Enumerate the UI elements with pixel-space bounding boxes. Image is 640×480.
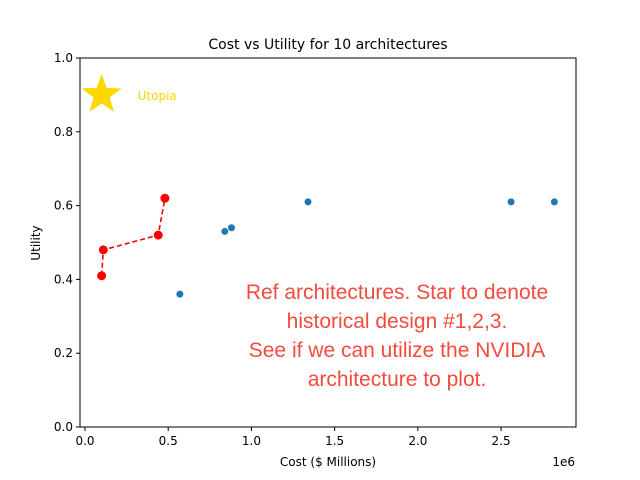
data-point xyxy=(98,245,108,255)
y-tick-label: 0.2 xyxy=(54,346,73,360)
y-axis-label: Utility xyxy=(29,225,43,260)
x-tick-label: 0.5 xyxy=(159,434,178,448)
y-tick-label: 1.0 xyxy=(54,51,73,65)
y-tick-label: 0.4 xyxy=(54,272,73,286)
x-axis-label: Cost ($ Millions) xyxy=(280,455,376,469)
data-point xyxy=(153,230,163,240)
annotation-line: historical design #1,2,3. xyxy=(287,310,508,333)
y-axis: 0.0 0.2 0.4 0.6 0.8 1.0 xyxy=(54,51,80,434)
plot-area xyxy=(79,57,577,428)
y-tick-label: 0.0 xyxy=(54,420,73,434)
x-tick-label: 0.0 xyxy=(75,434,94,448)
x-tick-label: 2.5 xyxy=(492,434,511,448)
data-point xyxy=(97,271,107,281)
utopia-star-icon xyxy=(81,73,122,112)
annotation-note: Ref architectures. Star to denote histori… xyxy=(246,281,548,391)
chart-title: Cost vs Utility for 10 architectures xyxy=(208,37,447,53)
x-axis: 0.0 0.5 1.0 1.5 2.0 2.5 xyxy=(75,427,511,448)
data-point xyxy=(507,198,515,206)
data-point xyxy=(176,290,184,298)
data-point xyxy=(227,224,235,232)
x-tick-label: 1.5 xyxy=(325,434,344,448)
series-line xyxy=(100,198,166,276)
annotation-line: Ref architectures. Star to denote xyxy=(246,281,548,304)
data-point xyxy=(304,198,312,206)
data-point xyxy=(221,227,229,235)
data-point xyxy=(160,193,170,203)
annotation-line: architecture to plot. xyxy=(308,368,487,391)
data-marks: Utopia xyxy=(81,73,558,298)
data-point xyxy=(550,198,558,206)
utopia-label: Utopia xyxy=(138,89,177,103)
y-tick-label: 0.8 xyxy=(54,125,73,139)
x-tick-label: 1.0 xyxy=(242,434,261,448)
x-tick-label: 2.0 xyxy=(408,434,427,448)
x-offset-label: 1e6 xyxy=(552,455,575,469)
y-tick-label: 0.6 xyxy=(54,199,73,213)
annotation-line: See if we can utilize the NVIDIA xyxy=(249,339,545,362)
